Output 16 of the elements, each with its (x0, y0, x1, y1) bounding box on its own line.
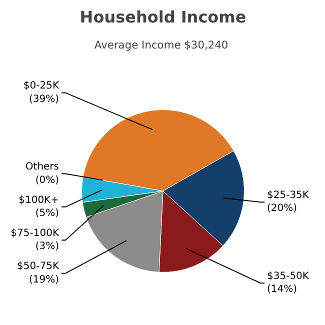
slice-label: $35-50K (267, 271, 310, 282)
slice-label: $75-100K (10, 228, 60, 240)
slice-label: $0-25K (23, 80, 60, 92)
slice-label: $100K+ (18, 194, 60, 206)
chart-title: Household Income (80, 8, 246, 26)
data-label: (14%) (267, 284, 298, 296)
data-label: (20%) (267, 203, 298, 214)
data-label: (3%) (35, 241, 60, 252)
category-label: Others (25, 162, 60, 173)
data-label: (5%) (35, 208, 60, 220)
slice-label: $50-75K (17, 261, 60, 272)
chart-subtitle: Average Income $30,240 (94, 38, 228, 52)
slice-label: $25-35K (267, 190, 310, 202)
data-label: (39%) (28, 94, 60, 105)
data-label: (19%) (28, 274, 60, 286)
text: (0%) (35, 174, 60, 186)
